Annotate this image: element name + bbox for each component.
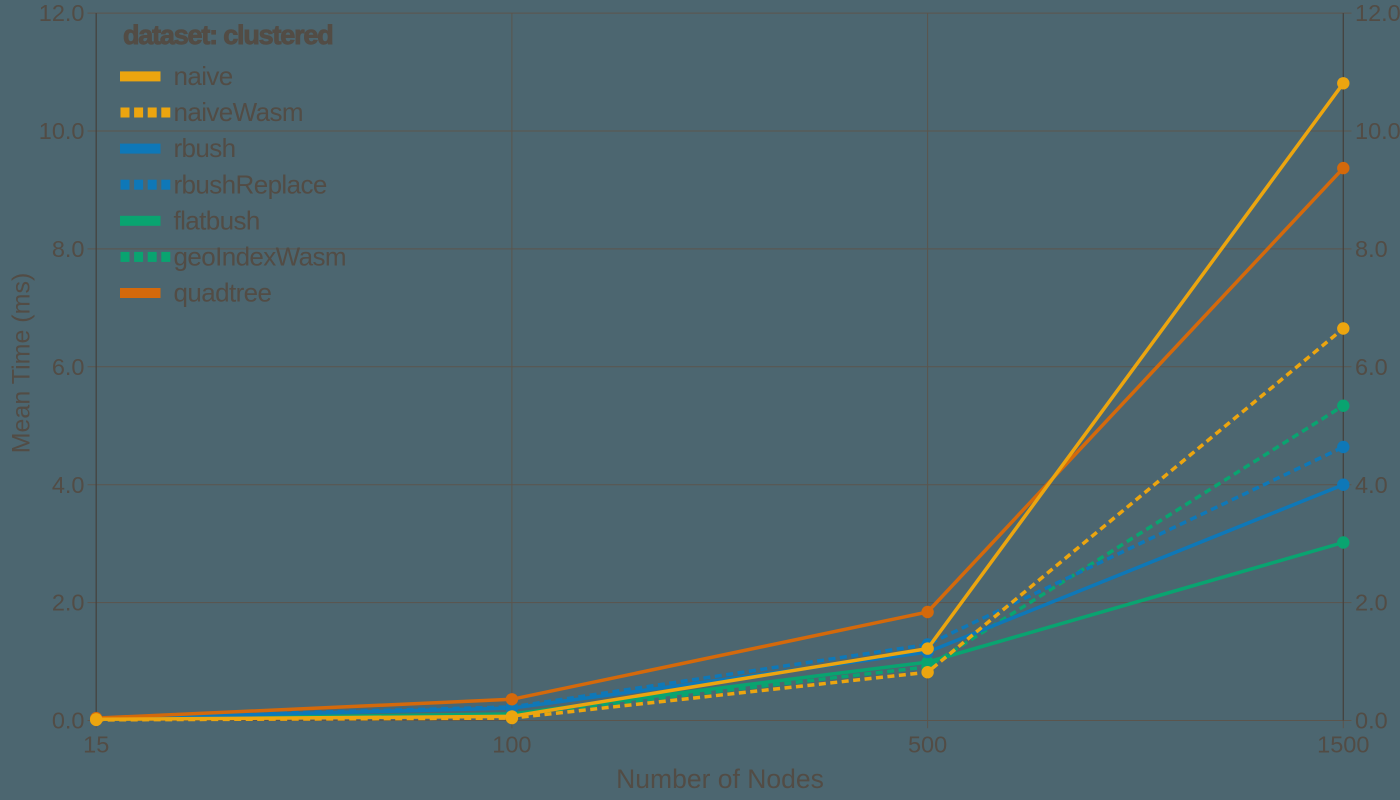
svg-text:4.0: 4.0 bbox=[1355, 472, 1388, 498]
svg-text:1500: 1500 bbox=[1317, 732, 1369, 758]
svg-text:0.0: 0.0 bbox=[52, 708, 85, 734]
svg-text:6.0: 6.0 bbox=[52, 354, 85, 380]
svg-text:10.0: 10.0 bbox=[39, 118, 85, 144]
svg-text:dataset: clustered: dataset: clustered bbox=[123, 20, 332, 50]
svg-text:500: 500 bbox=[908, 732, 947, 758]
svg-text:quadtree: quadtree bbox=[174, 278, 272, 308]
svg-text:rbushReplace: rbushReplace bbox=[174, 169, 327, 199]
svg-text:rbush: rbush bbox=[174, 133, 236, 163]
svg-text:15: 15 bbox=[83, 732, 109, 758]
svg-text:Number of Nodes: Number of Nodes bbox=[616, 764, 824, 794]
svg-text:Mean Time (ms): Mean Time (ms) bbox=[8, 273, 36, 454]
svg-text:8.0: 8.0 bbox=[1355, 236, 1388, 262]
svg-text:0.0: 0.0 bbox=[1355, 708, 1388, 734]
svg-text:naiveWasm: naiveWasm bbox=[174, 97, 303, 127]
svg-text:100: 100 bbox=[492, 732, 531, 758]
svg-text:12.0: 12.0 bbox=[1355, 0, 1400, 26]
svg-text:4.0: 4.0 bbox=[52, 472, 85, 498]
svg-text:12.0: 12.0 bbox=[39, 0, 85, 26]
svg-text:flatbush: flatbush bbox=[174, 205, 260, 235]
svg-text:8.0: 8.0 bbox=[52, 236, 85, 262]
svg-text:10.0: 10.0 bbox=[1355, 118, 1400, 144]
svg-text:naive: naive bbox=[174, 61, 233, 91]
svg-text:6.0: 6.0 bbox=[1355, 354, 1388, 380]
svg-text:2.0: 2.0 bbox=[1355, 590, 1388, 616]
svg-text:geoIndexWasm: geoIndexWasm bbox=[174, 242, 346, 272]
svg-text:2.0: 2.0 bbox=[52, 590, 85, 616]
